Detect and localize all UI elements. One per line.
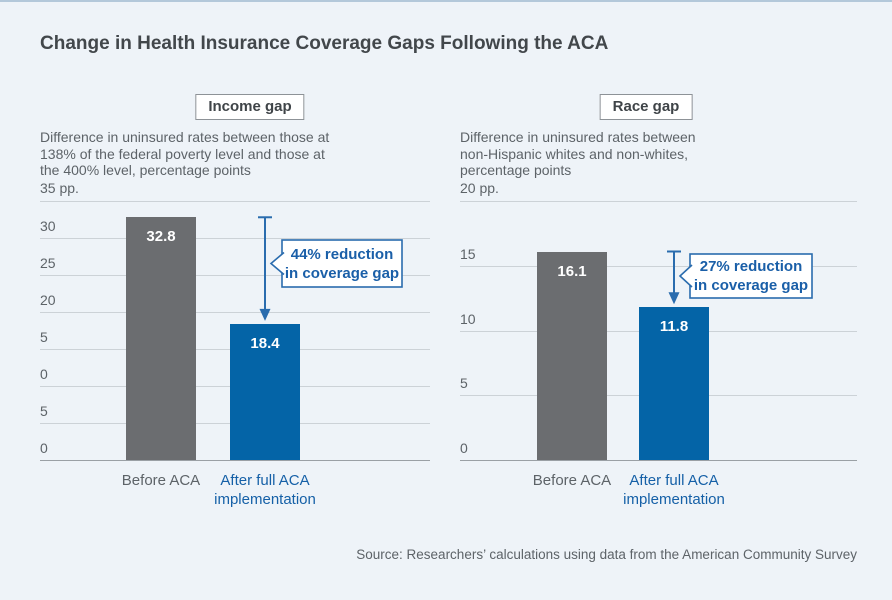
arrow-head-icon [668, 292, 680, 305]
category-label: After full ACA implementation [214, 471, 316, 509]
annotation-line: 27% reduction [699, 258, 803, 275]
figure-title: Change in Health Insurance Coverage Gaps… [40, 33, 609, 54]
annotation-bubble-text: 44% reduction in coverage gap [282, 240, 402, 287]
y-tick-label: 0 [40, 440, 48, 456]
y-tick-label: 5 [460, 375, 468, 391]
category-label: After full ACA implementation [623, 471, 725, 509]
category-line: Before ACA [532, 472, 612, 489]
y-tick-label: 10 [460, 311, 476, 327]
category-line: After full ACA [629, 472, 719, 489]
source-note: Source: Researchers’ calculations using … [356, 547, 857, 562]
reduction-annotation [258, 216, 403, 321]
subtitle-line: 138% of the federal poverty level and th… [40, 145, 325, 162]
y-tick-label: 30 [40, 218, 56, 234]
subtitle-line: the 400% level, percentage points [40, 162, 251, 178]
gridline [40, 275, 430, 276]
category-line: implementation [214, 491, 316, 508]
gridline [40, 201, 430, 202]
category-label: Before ACA [122, 471, 200, 490]
arrow-head-icon [259, 308, 271, 321]
panel-subtitle: Difference in uninsured rates between non… [460, 129, 696, 179]
race-gap-panel: Race gap Difference in uninsured rates be… [460, 2, 857, 600]
bar-before-aca: 16.1 [537, 251, 607, 460]
bar-value-label: 32.8 [146, 228, 176, 246]
y-tick-label: 0 [40, 366, 48, 382]
y-tick-label: 5 [40, 329, 48, 345]
axis-baseline [460, 460, 857, 461]
bar-after-aca: 11.8 [639, 307, 709, 460]
panel-tag: Race gap [599, 94, 693, 120]
y-tick-label: 25 [40, 255, 56, 271]
subtitle-line: percentage points [460, 162, 572, 178]
subtitle-line: Difference in uninsured rates between [460, 129, 696, 145]
y-tick-label: 20 [40, 292, 56, 308]
gridline [40, 312, 430, 313]
axis-unit-label: 20 pp. [460, 180, 499, 196]
gridline [460, 201, 857, 202]
category-line: implementation [623, 491, 725, 508]
axis-unit-label: 35 pp. [40, 180, 79, 196]
annotation-line: in coverage gap [693, 277, 809, 294]
income-gap-panel: Income gap Difference in uninsured rates … [40, 2, 430, 600]
annotation-line: 44% reduction [290, 245, 394, 263]
axis-baseline [40, 460, 430, 461]
y-tick-label: 5 [40, 403, 48, 419]
category-line: After full ACA [220, 472, 310, 489]
subtitle-line: Difference in uninsured rates between th… [40, 129, 330, 145]
bar-after-aca: 18.4 [230, 323, 300, 460]
panel-subtitle: Difference in uninsured rates between th… [40, 129, 329, 179]
bar-value-label: 18.4 [250, 334, 280, 352]
panel-tag: Income gap [195, 94, 305, 120]
subtitle-line: non-Hispanic whites and non-whites, [460, 145, 689, 162]
category-label: Before ACA [533, 471, 611, 490]
annotation-bubble-text: 27% reduction in coverage gap [690, 254, 812, 298]
gridline [40, 238, 430, 239]
bar-value-label: 11.8 [659, 318, 689, 336]
y-tick-label: 0 [460, 440, 468, 456]
category-line: Before ACA [121, 472, 201, 489]
annotation-line: in coverage gap [284, 264, 400, 282]
bar-value-label: 16.1 [557, 262, 587, 280]
bar-before-aca: 32.8 [126, 217, 196, 460]
y-tick-label: 15 [460, 246, 476, 262]
gridline [460, 266, 857, 267]
reduction-annotation [667, 250, 813, 305]
